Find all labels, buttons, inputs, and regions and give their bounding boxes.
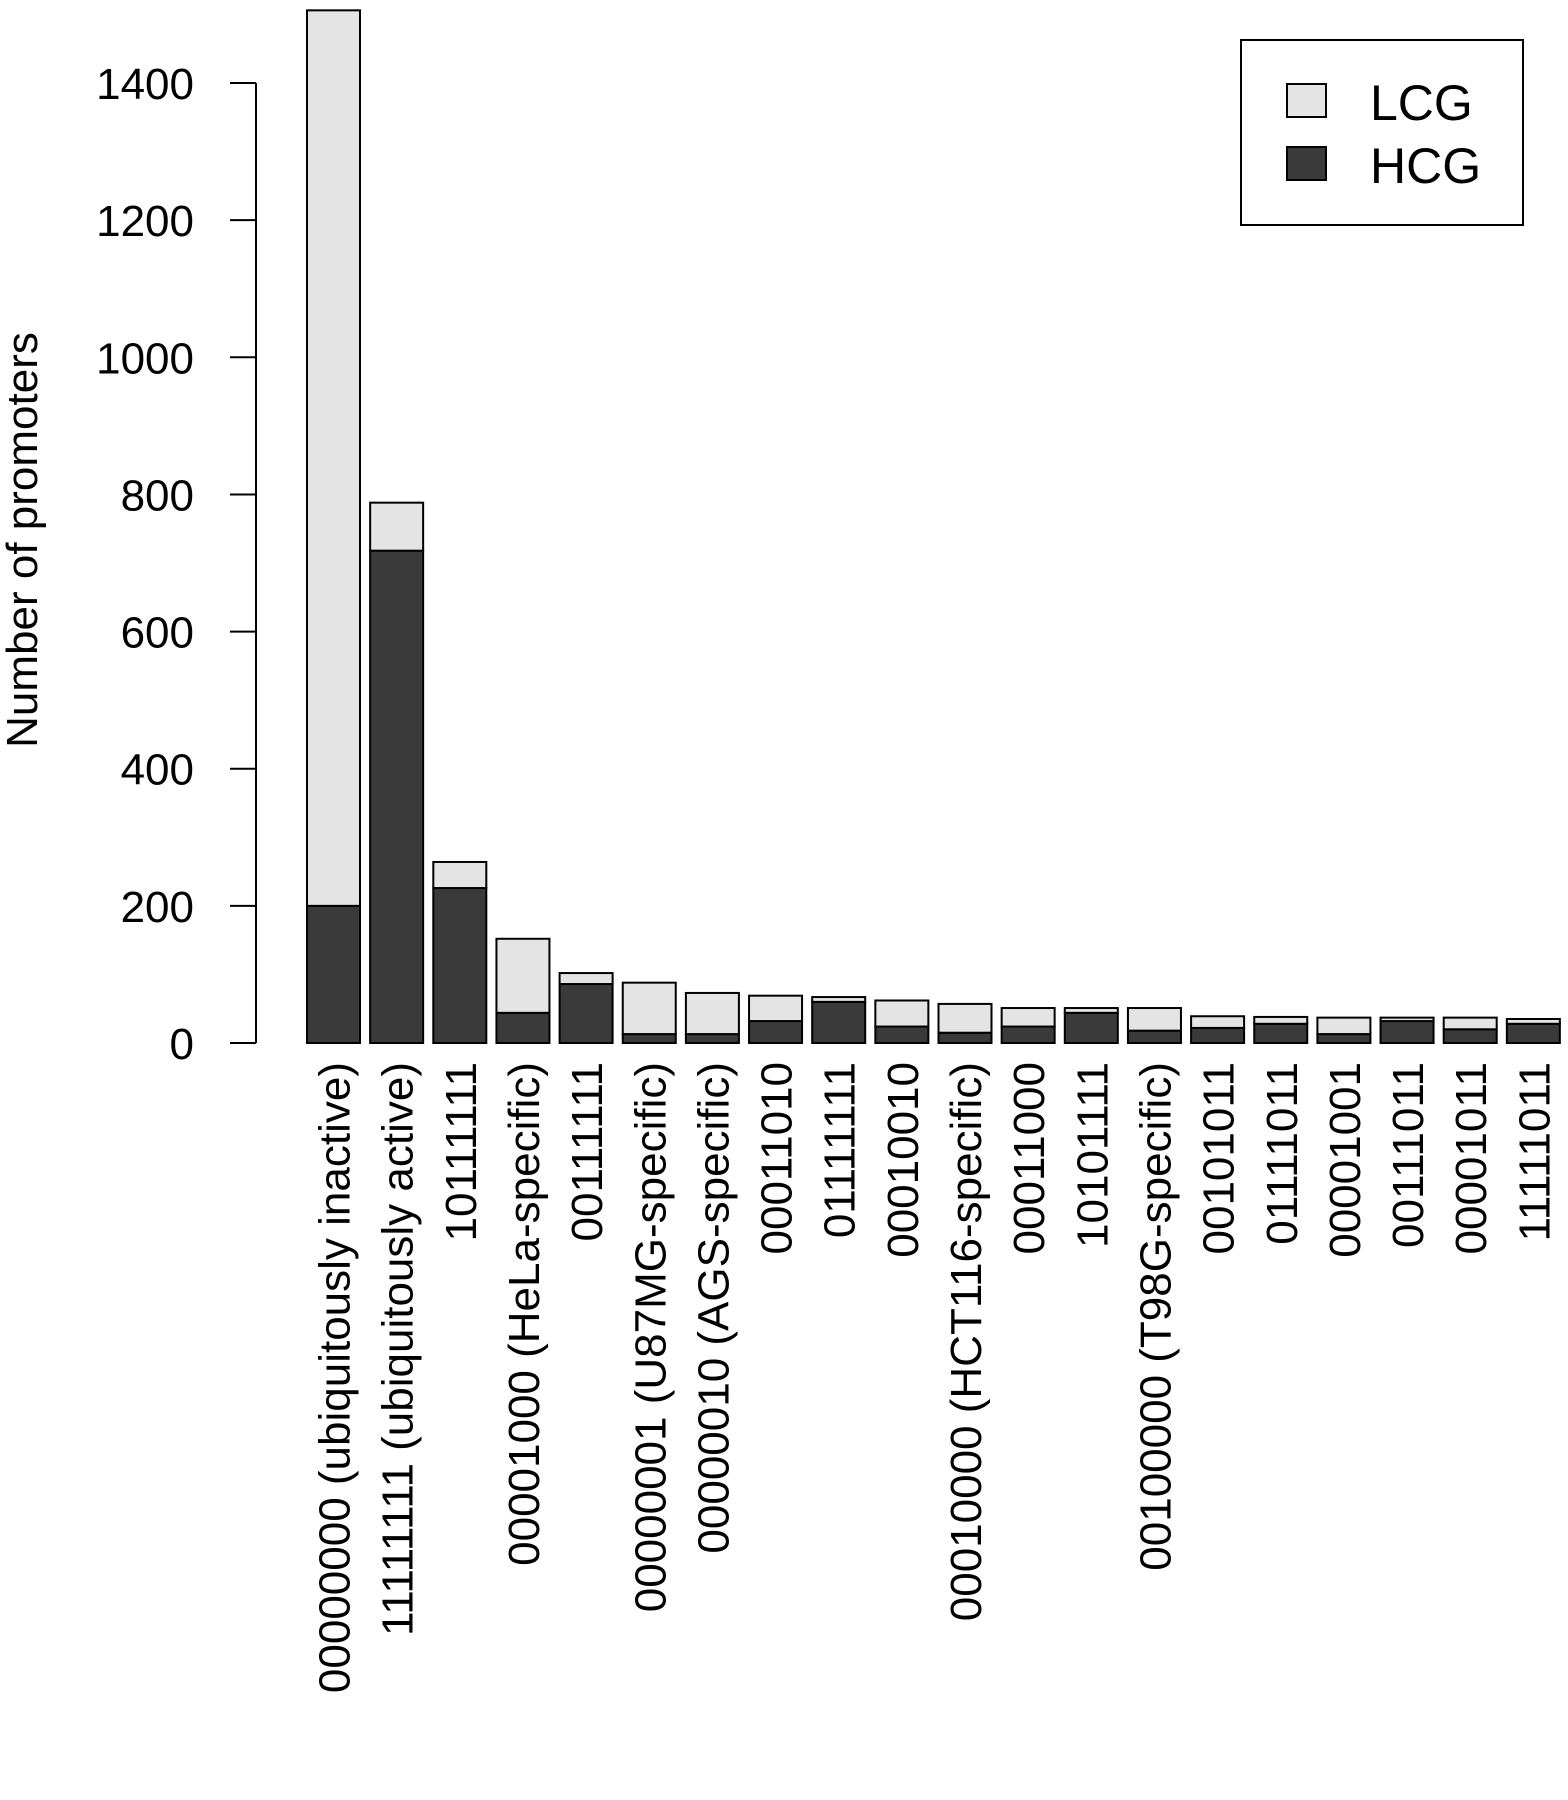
legend-label-lcg: LCG: [1370, 75, 1473, 131]
bar-lcg: [621, 981, 677, 1036]
x-tick-label: 00101011: [1195, 1062, 1244, 1255]
y-tick-label: 200: [121, 883, 194, 932]
legend-swatch-lcg: [1286, 83, 1327, 118]
bar-hcg: [1442, 1028, 1498, 1045]
bar-lcg: [369, 501, 425, 552]
y-tick-label: 800: [121, 471, 194, 520]
y-tick-label: 1200: [96, 197, 194, 246]
bar-lcg: [748, 994, 804, 1023]
y-tick-label: 1000: [96, 334, 194, 383]
bar-lcg: [1000, 1007, 1056, 1028]
y-tick-label: 400: [121, 746, 194, 795]
x-tick-label: 01111111: [816, 1062, 865, 1238]
bar-hcg: [1316, 1033, 1372, 1045]
bar-hcg: [748, 1020, 804, 1045]
bar-hcg: [558, 983, 614, 1044]
bar-hcg: [621, 1033, 677, 1045]
x-tick-label: 00111011: [1384, 1062, 1433, 1248]
y-axis: 0 200 400 600 800 1000 1200 1400: [96, 60, 257, 1069]
x-tick-label: 00011010: [753, 1062, 802, 1255]
bar-lcg: [937, 1002, 993, 1034]
y-tick-label: 0: [170, 1020, 194, 1069]
bar-hcg: [937, 1031, 993, 1044]
x-tick-label: 00000001 (U87MG-specific): [626, 1062, 675, 1612]
bar-lcg: [1505, 1018, 1561, 1025]
y-axis-title: Number of promoters: [0, 332, 47, 748]
bar-lcg: [1442, 1016, 1498, 1031]
x-tick-label: 00011000: [1005, 1062, 1054, 1255]
x-tick-label: 00000010 (AGS-specific): [689, 1062, 738, 1554]
bar-lcg: [1379, 1016, 1435, 1023]
y-tick-label: 600: [121, 609, 194, 658]
bar-hcg: [1063, 1011, 1119, 1045]
x-tick-label: 00000000 (ubiquitously inactive): [311, 1062, 360, 1693]
bar-lcg: [558, 972, 614, 986]
x-tick-label: 00100000 (T98G-specific): [1131, 1062, 1180, 1571]
x-tick-label: 00010000 (HCT116-specific): [942, 1062, 991, 1621]
bar-hcg: [432, 887, 488, 1044]
legend-box: [1240, 39, 1524, 226]
bar-hcg: [811, 1000, 867, 1044]
bar-hcg: [1190, 1026, 1246, 1044]
bar-lcg: [1063, 1007, 1119, 1014]
bar-hcg: [1505, 1022, 1561, 1045]
bar-hcg: [1000, 1025, 1056, 1045]
legend: LCG HCG: [1240, 39, 1524, 226]
legend-label-hcg: HCG: [1370, 138, 1481, 194]
bar-lcg: [874, 999, 930, 1028]
bar-lcg: [495, 937, 551, 1014]
bar-hcg: [874, 1025, 930, 1045]
bar-lcg: [1316, 1016, 1372, 1036]
bar-lcg: [684, 991, 740, 1036]
x-tick-label: 11111111 (ubiquitously active): [374, 1062, 423, 1636]
bar-lcg: [811, 996, 867, 1003]
x-tick-label: 00001000 (HeLa-specific): [500, 1062, 549, 1566]
bar-hcg: [306, 904, 361, 1044]
bar-hcg: [495, 1011, 551, 1045]
x-tick-label: 01111011: [1258, 1062, 1307, 1245]
bar-hcg: [1379, 1020, 1435, 1045]
bar-hcg: [1253, 1022, 1309, 1045]
x-tick-label: 00111111: [563, 1062, 612, 1241]
bar-lcg: [1253, 1015, 1309, 1025]
x-tick-label: 00001001: [1321, 1062, 1370, 1258]
y-tick-label: 1400: [96, 60, 194, 109]
bar-lcg: [1126, 1007, 1182, 1032]
x-tick-label: 10111111: [437, 1062, 486, 1241]
bar-hcg: [1126, 1029, 1182, 1044]
x-tick-label: 10101111: [1068, 1062, 1117, 1248]
bar-lcg: [432, 860, 488, 890]
x-tick-label: 00001011: [1447, 1062, 1496, 1255]
bar-lcg: [1190, 1015, 1246, 1029]
bar-hcg: [684, 1033, 740, 1045]
bar-lcg: [306, 9, 361, 907]
bar-hcg: [369, 549, 425, 1045]
x-tick-label: 00010010: [879, 1062, 928, 1258]
legend-swatch-hcg: [1286, 146, 1327, 181]
bars: [306, 9, 1561, 1045]
x-tick-label: 11111011: [1510, 1062, 1559, 1241]
x-axis-labels: 00000000 (ubiquitously inactive) 11111111…: [311, 1062, 1560, 1693]
